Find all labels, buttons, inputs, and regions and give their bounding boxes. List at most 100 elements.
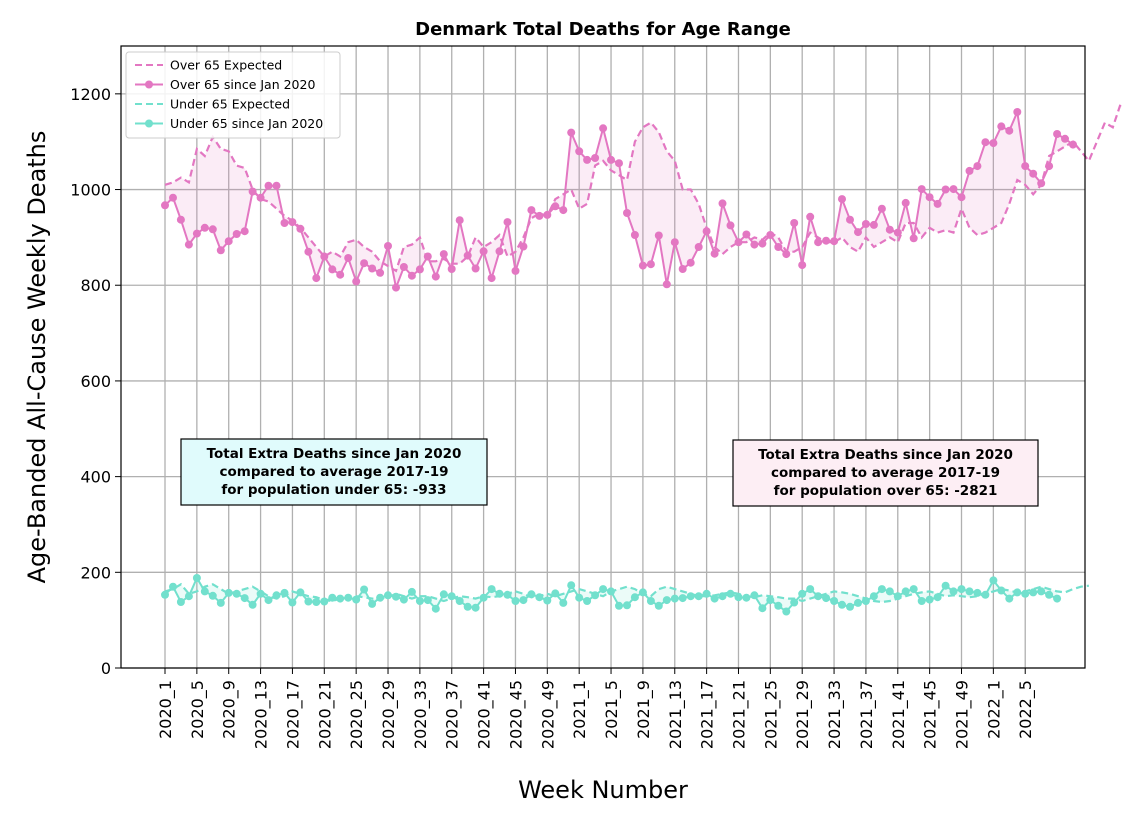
- data-point: [256, 193, 265, 202]
- data-point: [965, 166, 974, 175]
- y-tick-label: 400: [80, 468, 111, 487]
- y-tick-label: 1000: [70, 181, 111, 200]
- data-point: [575, 147, 584, 156]
- data-point: [200, 223, 209, 232]
- data-point: [949, 587, 958, 596]
- x-tick-label: 2020_49: [538, 680, 558, 749]
- data-point: [599, 124, 608, 133]
- data-point: [981, 138, 990, 147]
- y-tick-label: 1200: [70, 85, 111, 104]
- data-point: [208, 225, 217, 234]
- data-point: [583, 155, 592, 164]
- annotation-text: compared to average 2017-19: [771, 465, 1000, 481]
- x-tick-label: 2020_21: [315, 680, 335, 749]
- data-point: [838, 600, 846, 609]
- data-point: [232, 589, 241, 598]
- data-point: [1037, 587, 1046, 596]
- data-point: [758, 239, 767, 248]
- x-tick-label: 2020_17: [283, 680, 303, 749]
- data-point: [654, 231, 663, 240]
- data-point: [702, 589, 711, 598]
- legend: Over 65 Expected Over 65 since Jan 2020 Un…: [125, 51, 341, 139]
- x-tick-label: 2020_33: [411, 680, 431, 749]
- data-point: [176, 598, 185, 606]
- x-tick-label: 2022_1: [984, 680, 1004, 739]
- x-axis-ticks: 2020_1 2020_5 2020_9 2020_13 2020_17 2020_21 2…: [156, 668, 1036, 749]
- data-point: [1037, 179, 1046, 188]
- data-point: [822, 594, 831, 603]
- data-point: [893, 592, 902, 601]
- data-point: [208, 591, 217, 600]
- data-point: [169, 582, 177, 591]
- data-point: [376, 268, 385, 277]
- data-point: [766, 596, 775, 605]
- data-point: [344, 593, 353, 602]
- data-point: [981, 590, 990, 599]
- x-tick-label: 2020_9: [220, 680, 240, 739]
- data-point: [495, 247, 504, 256]
- data-point: [1021, 162, 1030, 171]
- data-point: [567, 128, 576, 137]
- data-point: [447, 265, 456, 273]
- x-tick-label: 2021_45: [921, 680, 941, 749]
- y-axis-ticks: 0 200 400 600 800 1000 1200: [70, 85, 121, 678]
- data-point: [909, 234, 918, 243]
- data-point: [869, 220, 878, 229]
- data-point: [854, 598, 862, 607]
- data-point: [662, 596, 671, 605]
- data-point: [192, 229, 201, 238]
- data-point: [503, 218, 512, 227]
- data-point: [216, 598, 225, 607]
- data-point: [360, 259, 369, 268]
- data-point: [320, 252, 329, 261]
- data-point: [407, 271, 416, 280]
- data-point: [973, 588, 982, 597]
- data-point: [216, 246, 225, 255]
- data-point: [535, 593, 544, 602]
- data-point: [718, 592, 727, 601]
- data-point: [591, 591, 600, 600]
- data-point: [399, 595, 408, 604]
- data-point: [200, 587, 209, 596]
- data-point: [368, 264, 377, 273]
- data-point: [774, 601, 783, 610]
- data-point: [1013, 588, 1022, 597]
- data-point: [694, 592, 703, 601]
- data-point: [407, 587, 416, 596]
- x-tick-label: 2020_41: [475, 680, 495, 749]
- data-point: [232, 230, 241, 238]
- data-point: [646, 597, 655, 605]
- annotation-text: compared to average 2017-19: [219, 464, 448, 480]
- data-point: [615, 601, 623, 610]
- data-point: [726, 221, 735, 230]
- data-point: [256, 589, 265, 598]
- data-point: [184, 592, 193, 601]
- data-point: [336, 270, 345, 279]
- data-point: [694, 243, 703, 251]
- x-tick-label: 2021_25: [761, 680, 781, 749]
- data-point: [543, 596, 552, 605]
- x-tick-label: 2021_17: [698, 680, 718, 749]
- data-point: [288, 598, 297, 607]
- data-point: [511, 266, 520, 275]
- series-line-2: [164, 582, 1090, 604]
- data-point: [838, 195, 846, 204]
- data-point: [280, 219, 289, 227]
- annotation-text: Total Extra Deaths since Jan 2020: [207, 446, 462, 462]
- data-point: [885, 587, 894, 596]
- data-point: [750, 591, 759, 600]
- data-point: [798, 589, 807, 598]
- data-point: [439, 590, 448, 599]
- data-point: [989, 576, 998, 585]
- data-point: [495, 589, 504, 598]
- data-point: [559, 598, 568, 607]
- data-point: [854, 228, 862, 237]
- y-tick-label: 800: [80, 276, 111, 295]
- data-point: [901, 587, 910, 596]
- x-tick-label: 2020_1: [156, 680, 176, 739]
- data-point: [224, 588, 233, 597]
- data-point: [670, 594, 679, 603]
- data-point: [344, 254, 353, 262]
- data-point: [487, 274, 496, 283]
- data-point: [846, 602, 854, 611]
